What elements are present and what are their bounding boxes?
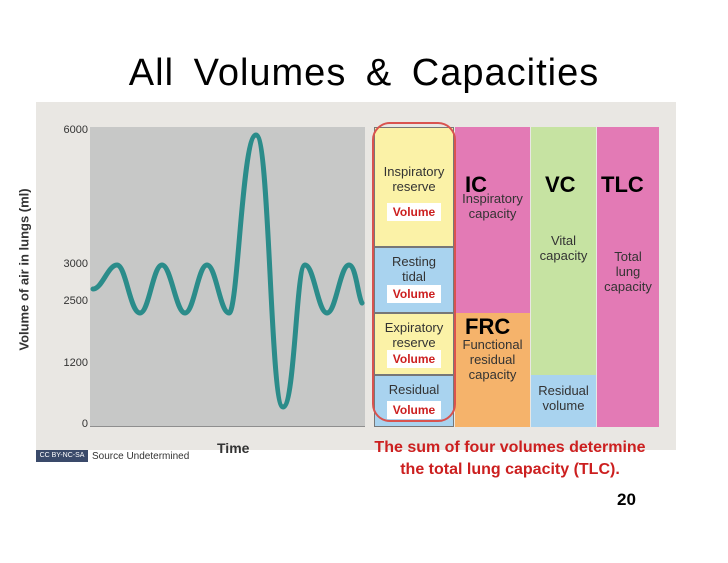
volume-tag-tidal: Volume [387, 285, 441, 303]
volume-tag-inspiratory: Volume [387, 203, 441, 221]
source-attribution: CC BY-NC-SA Source Undetermined [36, 450, 189, 462]
vc-label: Vital capacity [539, 233, 588, 263]
y-tick-2500: 2500 [63, 295, 88, 307]
plot-area [90, 127, 365, 427]
resting-tidal-label: Resting tidal [391, 254, 437, 284]
license-badge-icon: CC BY-NC-SA [36, 450, 88, 462]
vital-capacity: Vital capacity [531, 127, 596, 375]
inspiratory-reserve-label: Inspiratory reserve [383, 164, 445, 194]
inspiratory-reserve-volume: Inspiratory reserve [374, 127, 454, 247]
residual-volume-column: Residual volume [531, 375, 596, 427]
frc-abbreviation: FRC [465, 314, 511, 339]
y-tick-1200: 1200 [63, 357, 88, 369]
inspiratory-capacity: Inspiratory capacity [455, 127, 530, 313]
slide-title: All Volumes & Capacities [128, 52, 600, 94]
tlc-label: Total lung capacity [604, 249, 652, 294]
y-tick-6000: 6000 [63, 124, 88, 136]
y-tick-0: 0 [81, 418, 88, 430]
source-text: Source Undetermined [92, 450, 190, 462]
expiratory-reserve-label: Expiratory reserve [384, 320, 444, 350]
breathing-wave [90, 132, 365, 427]
caption-line-1: The sum of four volumes determine [374, 439, 646, 456]
y-axis-title: Volume of air in lungs (ml) [16, 188, 32, 351]
caption: The sum of four volumes determine the to… [345, 437, 675, 481]
page-number: 20 [617, 490, 636, 509]
ic-abbreviation: IC [465, 172, 487, 197]
caption-line-2: the total lung capacity (TLC). [400, 461, 620, 478]
total-lung-capacity: Total lung capacity [597, 127, 659, 427]
volume-tag-expiratory: Volume [387, 350, 441, 368]
functional-residual-capacity: Functional residual capacity [455, 313, 530, 427]
residual-volume-label: Residual volume [538, 383, 589, 413]
tlc-abbreviation: TLC [601, 172, 644, 197]
x-axis-title: Time [217, 440, 250, 456]
frc-label: Functional residual capacity [462, 337, 523, 382]
volumes-highlight-frame [372, 122, 456, 422]
ic-label: Inspiratory capacity [462, 191, 523, 221]
y-tick-3000: 3000 [63, 258, 88, 270]
volume-curve [90, 132, 365, 410]
volume-tag-residual: Volume [387, 401, 441, 419]
residual-label: Residual [388, 382, 440, 397]
vc-abbreviation: VC [545, 172, 576, 197]
